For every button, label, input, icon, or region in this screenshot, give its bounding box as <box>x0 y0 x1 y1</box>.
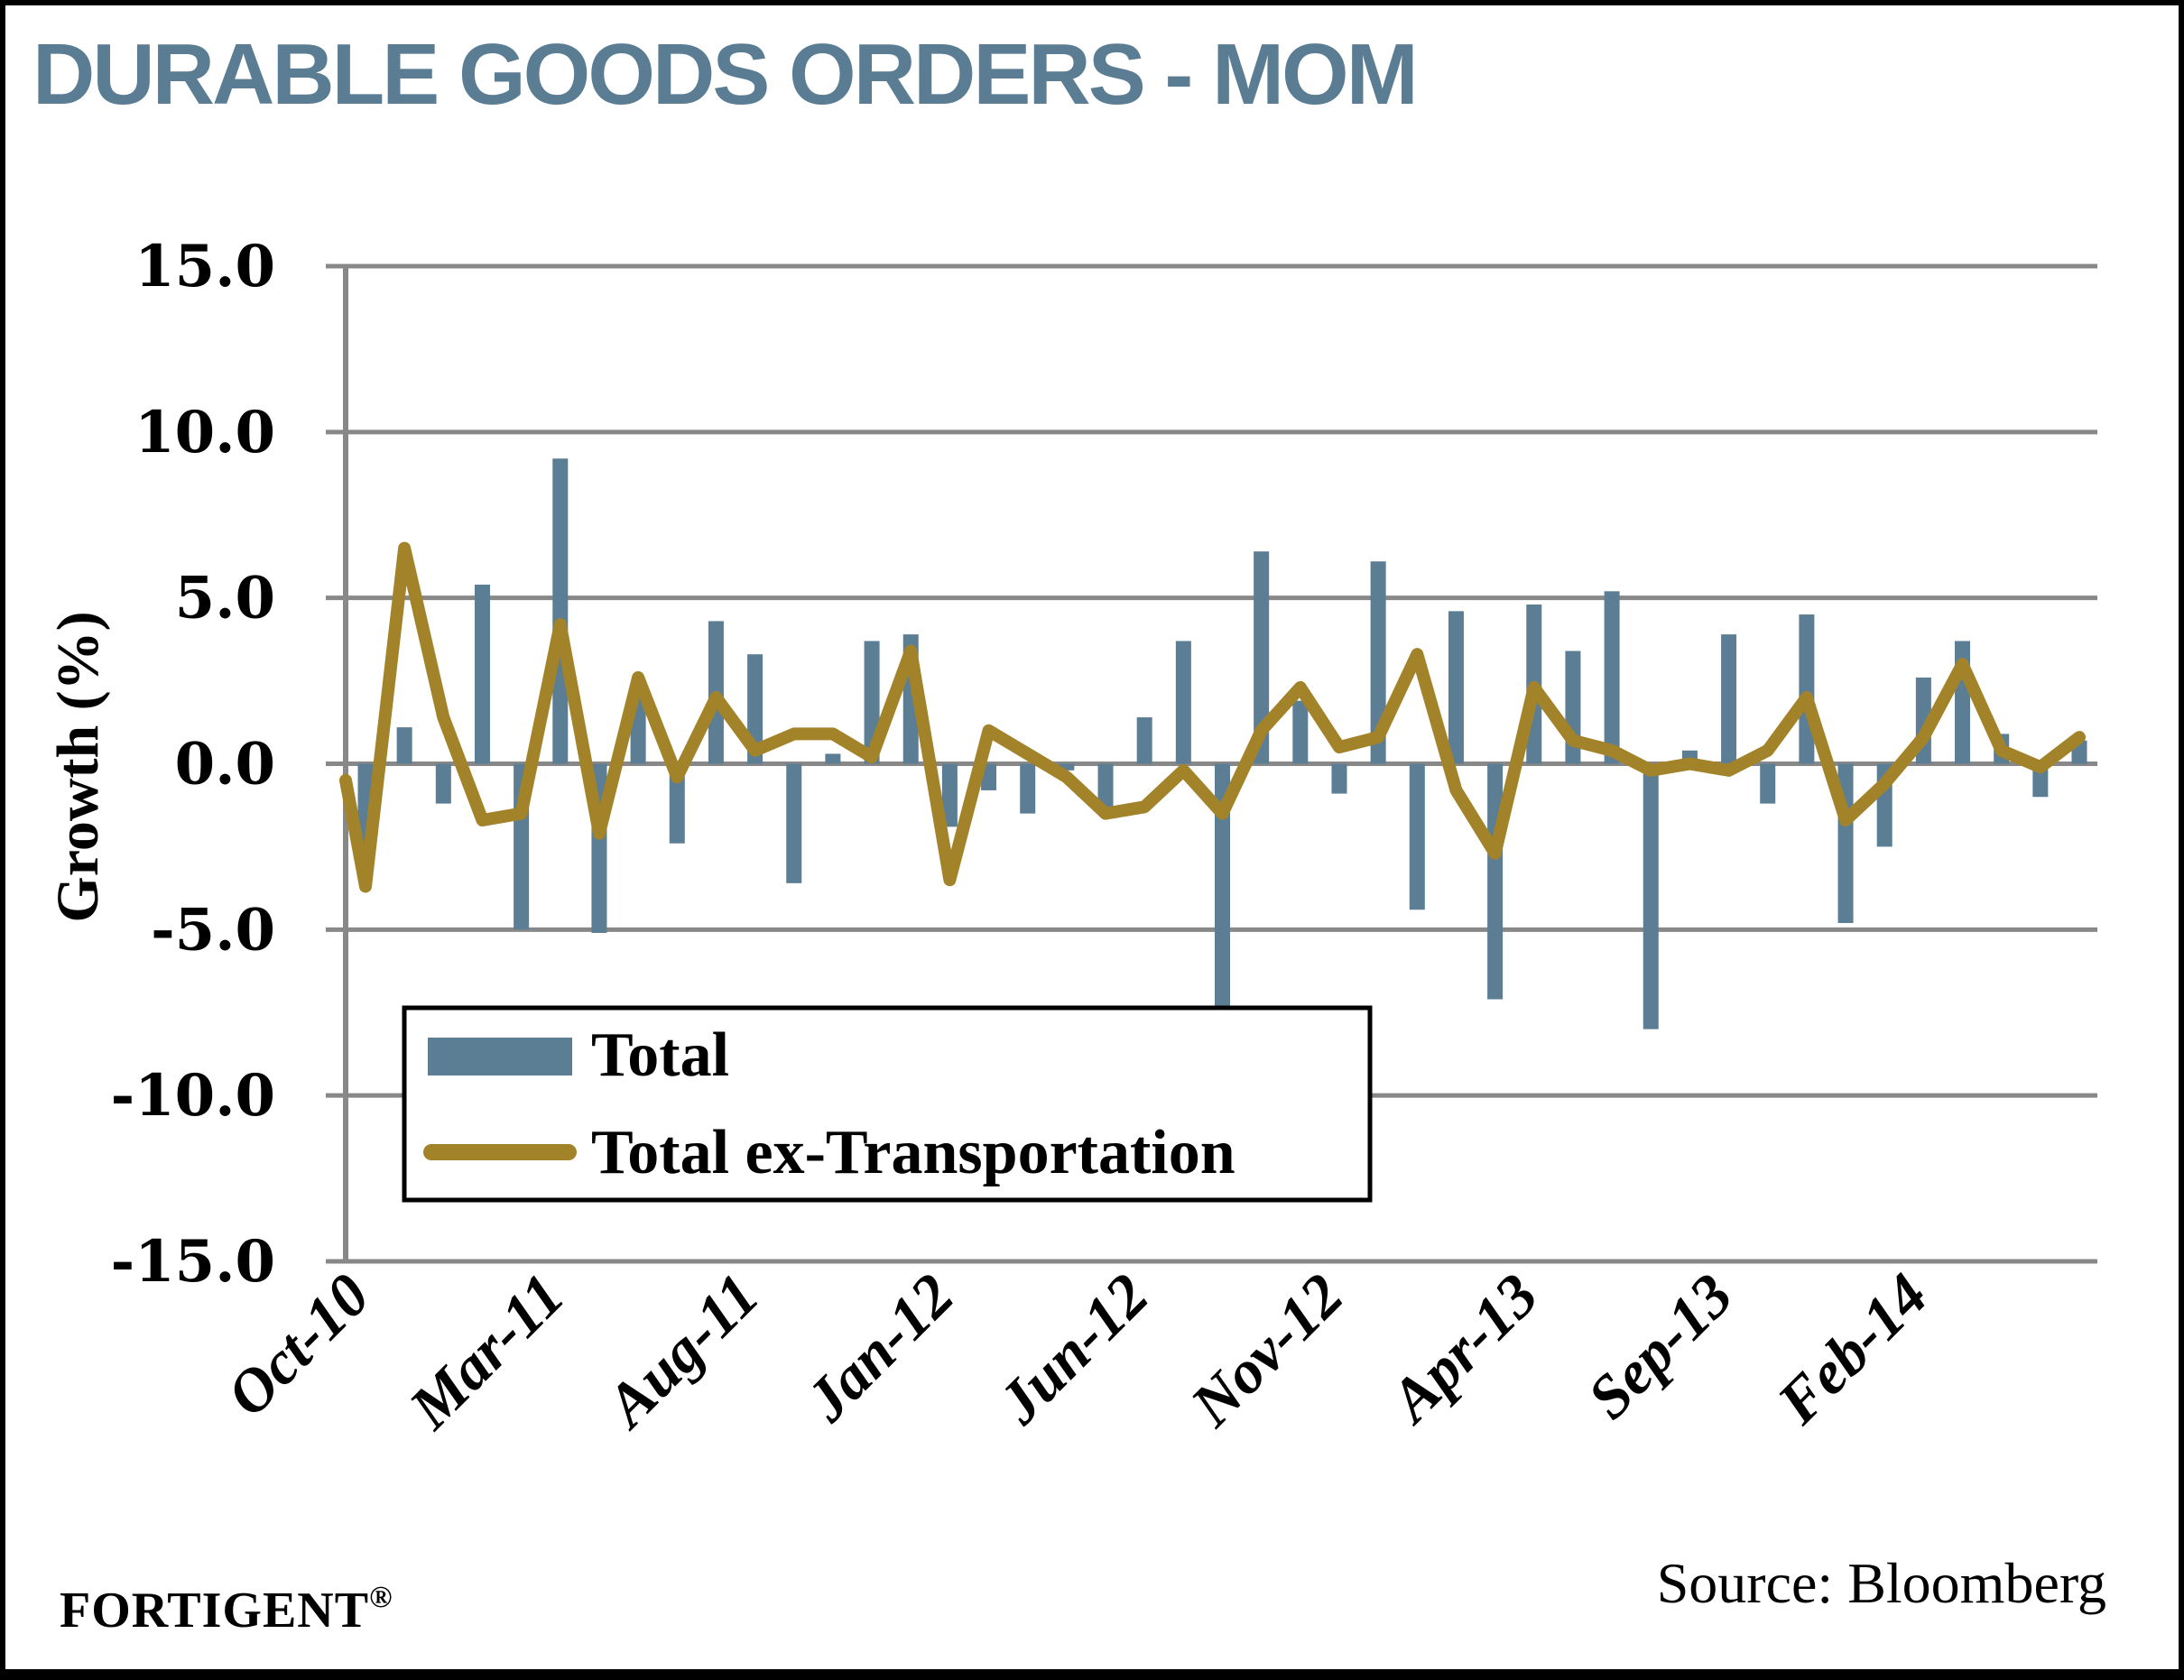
bar-total <box>825 753 841 764</box>
bar-total <box>1799 614 1815 764</box>
bar-total <box>474 584 490 764</box>
legend-label-ex-transportation: Total ex-Transportation <box>591 1118 1235 1187</box>
bar-total <box>396 727 412 764</box>
y-tick-label: 10.0 <box>134 399 275 466</box>
brand-logo: FORTIGENT® <box>60 1581 393 1639</box>
bar-total <box>1487 763 1504 1000</box>
bar-total <box>552 458 569 764</box>
registered-mark: ® <box>369 1581 393 1614</box>
line-series <box>339 541 2086 893</box>
bar-total <box>435 763 451 804</box>
bar-total <box>1409 763 1425 910</box>
x-tick-label: Apr-13 <box>1374 1260 1550 1436</box>
x-tick-labels: Oct-10 Mar-11 Aug-11 Jan-12 Jun-12 Nov-12 Apr-… <box>213 1260 1940 1442</box>
bar-total <box>1604 591 1620 764</box>
y-tick-label: -10.0 <box>111 1062 275 1130</box>
bar-total <box>786 763 802 883</box>
bar-total <box>1370 561 1386 764</box>
bar-total <box>1760 763 1776 804</box>
y-tick-label: -15.0 <box>111 1228 275 1296</box>
y-tick-label: 5.0 <box>175 565 275 632</box>
y-tick-label: -5.0 <box>151 896 275 964</box>
bar-total <box>1721 634 1737 764</box>
bar-total <box>1643 763 1659 1029</box>
x-tick-label: Jun-12 <box>985 1260 1161 1437</box>
bar-total <box>1448 611 1464 764</box>
y-axis-title: Growth (%) <box>45 611 111 922</box>
y-tick-labels: 15.0 10.0 5.0 0.0 -5.0 -10.0 -15.0 <box>111 233 275 1296</box>
bar-total <box>1254 551 1270 764</box>
source-note: Source: Bloomberg <box>1656 1551 2106 1615</box>
bar-total <box>1215 763 1230 1006</box>
x-tick-label: Mar-11 <box>395 1260 577 1442</box>
brand-name: FORTIGENT <box>60 1583 370 1638</box>
bar-total <box>1097 763 1114 808</box>
y-tick-label: 15.0 <box>134 233 275 300</box>
bar-total <box>669 763 685 844</box>
bar-total <box>1292 700 1309 764</box>
line-ex-transportation <box>339 541 2086 893</box>
bar-total <box>981 763 997 790</box>
bar-total <box>1020 763 1036 814</box>
bar-total <box>1059 763 1075 771</box>
legend: Total Total ex-Transportation <box>402 1005 1373 1203</box>
legend-swatch-total <box>428 1038 572 1075</box>
x-tick-label: Aug-11 <box>590 1260 772 1442</box>
legend-label-total: Total <box>591 1020 729 1090</box>
x-tick-label: Jan-12 <box>792 1260 967 1435</box>
bar-total <box>1175 641 1191 764</box>
x-tick-label: Sep-13 <box>1574 1260 1745 1432</box>
y-tick-label: 0.0 <box>175 731 275 798</box>
bar-total <box>1331 763 1347 794</box>
x-tick-label: Nov-12 <box>1177 1260 1356 1440</box>
bar-total <box>1136 717 1152 764</box>
bar-total <box>941 763 958 827</box>
chart-title: DURABLE GOODS ORDERS - MOM <box>32 26 1419 123</box>
x-tick-label: Feb-14 <box>1763 1260 1940 1437</box>
